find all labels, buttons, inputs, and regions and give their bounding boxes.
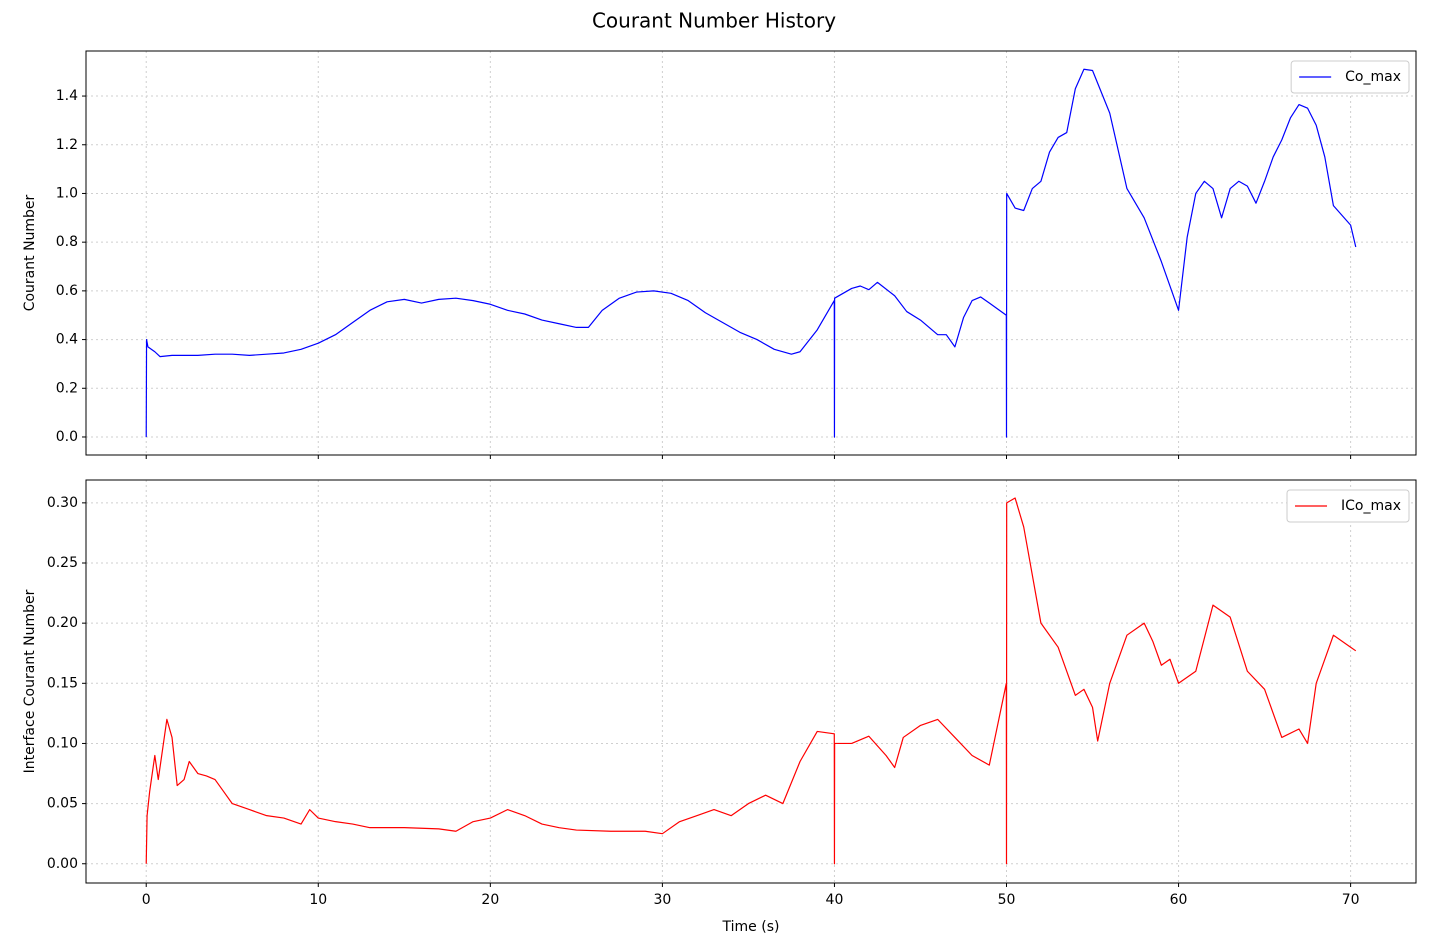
- y-tick-label: 0.8: [56, 234, 78, 250]
- y-tick-label: 0.2: [56, 380, 78, 396]
- x-tick-label: 30: [653, 892, 671, 908]
- y-tick-label: 0.00: [47, 856, 78, 872]
- y-tick-label: 1.0: [56, 185, 78, 201]
- y-tick-label: 1.2: [56, 137, 78, 153]
- x-tick-label: 70: [1342, 892, 1360, 908]
- y-tick-label: 0.20: [47, 615, 78, 631]
- legend: ICo_max: [1286, 489, 1410, 523]
- y-tick-label: 1.4: [56, 88, 78, 104]
- y-axis-label: Interface Courant Number: [22, 589, 38, 773]
- y-tick-label: 0.10: [47, 735, 78, 751]
- legend: Co_max: [1290, 60, 1410, 94]
- legend-box: [1290, 60, 1410, 94]
- y-tick-label: 0.15: [47, 675, 78, 691]
- y-tick-label: 0.25: [47, 555, 78, 571]
- legend-label: ICo_max: [1341, 498, 1401, 514]
- axes-frame: [85, 479, 1417, 884]
- line-series: [145, 68, 1357, 438]
- y-tick-label: 0.30: [47, 495, 78, 511]
- line-series: [145, 497, 1357, 865]
- x-tick-label: 50: [998, 892, 1016, 908]
- x-tick-label: 40: [826, 892, 844, 908]
- y-axis-label: Courant Number: [22, 194, 38, 311]
- y-tick-label: 0.0: [56, 429, 78, 445]
- legend-box: [1286, 489, 1410, 523]
- y-tick-label: 0.6: [56, 283, 78, 299]
- x-tick-label: 20: [481, 892, 499, 908]
- y-tick-label: 0.4: [56, 332, 78, 348]
- legend-label: Co_max: [1345, 69, 1401, 85]
- figure-title: Courant Number History: [592, 9, 836, 33]
- x-tick-label: 0: [142, 892, 151, 908]
- y-tick-label: 0.05: [47, 796, 78, 812]
- x-tick-label: 60: [1170, 892, 1188, 908]
- axes-frame: [85, 50, 1417, 456]
- x-axis-label: Time (s): [722, 919, 780, 935]
- x-tick-label: 10: [309, 892, 327, 908]
